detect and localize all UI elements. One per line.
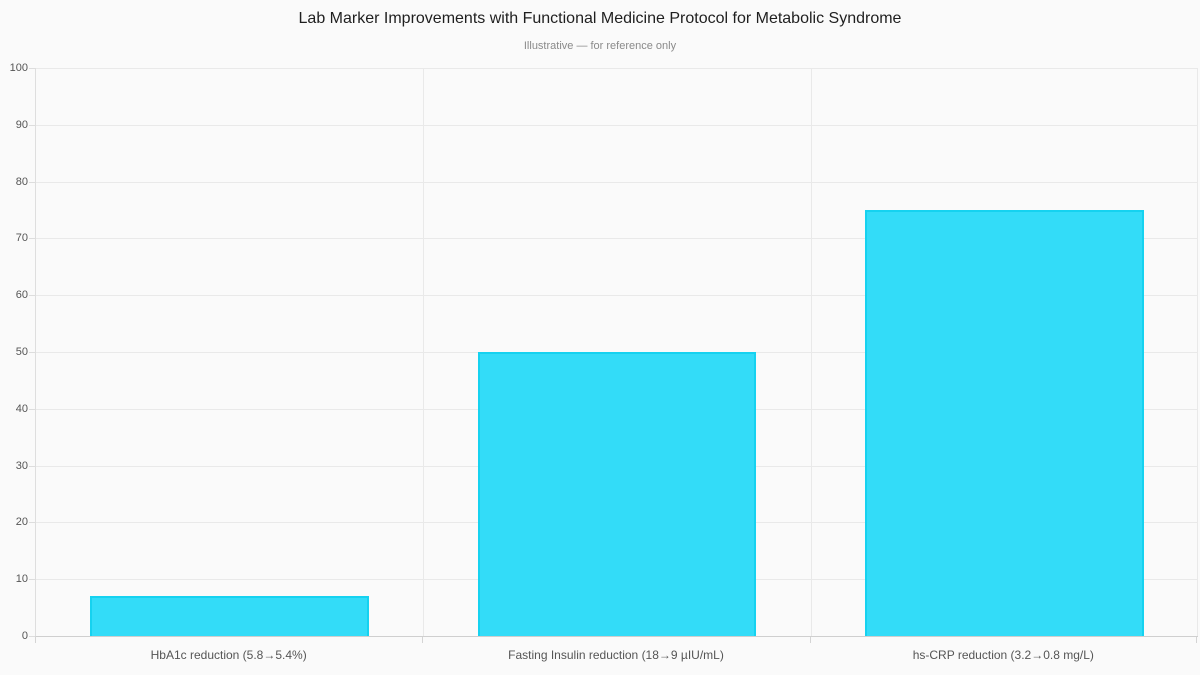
x-axis-category-label: hs-CRP reduction (3.2→0.8 mg/L) <box>912 648 1094 662</box>
y-axis-tick-label: 40 <box>15 402 28 415</box>
y-axis-tick-label: 0 <box>21 630 28 642</box>
bar[interactable] <box>864 210 1144 636</box>
y-axis-tick-mark <box>29 238 35 240</box>
x-axis-tick-mark <box>1196 637 1197 643</box>
y-axis-tick-label: 60 <box>15 289 28 302</box>
y-axis-tick-label: 20 <box>15 516 28 529</box>
gridline-horizontal <box>36 238 1198 240</box>
chart-title: Lab Marker Improvements with Functional … <box>298 10 902 27</box>
y-axis-tick-mark <box>29 181 35 183</box>
y-axis-tick-mark <box>29 295 35 297</box>
x-axis-tick-mark <box>35 637 36 643</box>
bar[interactable] <box>90 596 370 636</box>
gridline-vertical <box>1197 68 1198 636</box>
y-axis-tick-label: 10 <box>15 573 28 586</box>
x-axis-tick-mark <box>809 637 811 643</box>
y-axis-tick-label: 50 <box>15 346 28 358</box>
chart-subtitle: Illustrative — for reference only <box>523 40 677 52</box>
gridline-horizontal <box>36 295 1198 297</box>
x-axis-category-label: HbA1c reduction (5.8→5.4%) <box>150 648 307 662</box>
bar[interactable] <box>477 352 757 636</box>
y-axis-tick-mark <box>29 465 35 467</box>
y-axis-tick-mark <box>29 352 35 353</box>
gridline-horizontal <box>36 68 1198 69</box>
y-axis-tick-mark <box>29 579 35 581</box>
gridline-vertical <box>810 68 812 636</box>
x-axis-category-label: Fasting Insulin reduction (18→9 µIU/mL) <box>508 648 724 662</box>
y-axis-tick-mark <box>29 408 35 410</box>
x-axis-tick-mark <box>422 637 424 643</box>
y-axis-tick-label: 70 <box>15 232 28 245</box>
y-axis-tick-label: 90 <box>15 118 28 131</box>
y-axis-tick-mark <box>29 636 35 637</box>
gridline-horizontal <box>36 124 1198 126</box>
plot-area <box>35 68 1198 637</box>
y-axis-tick-label: 30 <box>15 459 28 472</box>
gridline-horizontal <box>36 181 1198 183</box>
y-axis-tick-mark <box>29 124 35 126</box>
y-axis-tick-mark <box>29 522 35 524</box>
gridline-vertical <box>423 68 425 636</box>
y-axis-tick-label: 100 <box>9 62 28 74</box>
y-axis-tick-label: 80 <box>15 175 28 188</box>
y-axis-tick-mark <box>29 68 35 69</box>
